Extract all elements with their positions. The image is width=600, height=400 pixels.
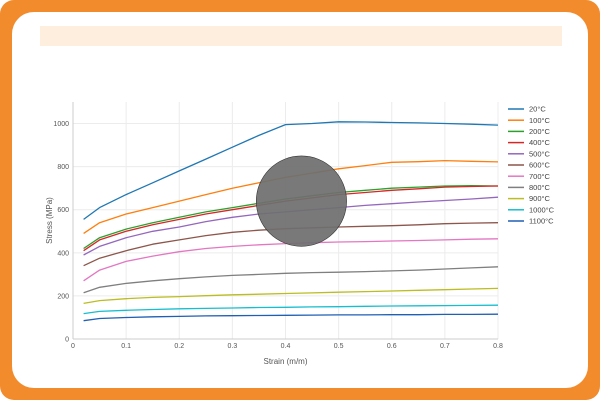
legend-label[interactable]: 800°C [529,183,551,192]
legend-label[interactable]: 20°C [529,105,546,114]
legend-label[interactable]: 600°C [529,161,551,170]
y-tick-label: 600 [57,207,69,214]
header-banner [40,26,562,46]
legend-label[interactable]: 900°C [529,194,551,203]
series-line-1000c [83,304,499,315]
axes: 0 0.1 0.2 0.3 0.4 0.5 0.6 0.7 0.8 0 200 400 600 800 10… [53,102,503,350]
legend-label[interactable]: 200°C [529,127,551,136]
overlay-layer [255,155,347,247]
series-line-900c [83,287,499,305]
y-tick-label: 400 [57,250,69,257]
overlay-circle [255,155,347,247]
legend-label[interactable]: 700°C [529,172,551,181]
legend-label[interactable]: 500°C [529,149,551,158]
x-tick-label: 0.1 [121,343,131,350]
legend-label[interactable]: 1000°C [529,205,555,214]
x-tick-label: 0.2 [174,343,184,350]
series-line-1100c [83,313,499,322]
series-line-800c [83,266,499,294]
series-line-20c [83,121,499,220]
legend-label[interactable]: 100°C [529,116,551,125]
legend-label[interactable]: 400°C [529,138,551,147]
legend: 20°C 100°C 200°C 400°C 500°C 600°C 700°C 800°C 9… [508,105,555,226]
legend-label[interactable]: 1100°C [529,217,554,226]
y-tick-label: 1000 [53,121,69,128]
y-tick-label: 0 [65,337,69,344]
x-tick-label: 0.6 [387,343,397,350]
y-axis-label: Stress (MPa) [45,197,54,244]
x-tick-label: 0 [71,343,75,350]
y-tick-label: 800 [57,164,69,171]
x-tick-label: 0.5 [334,343,344,350]
y-tick-label: 200 [57,293,69,300]
x-tick-label: 0.7 [440,343,450,350]
x-tick-label: 0.3 [228,343,238,350]
x-axis-label: Strain (m/m) [264,357,308,366]
x-tick-label: 0.4 [281,343,291,350]
x-tick-label: 0.8 [493,343,503,350]
